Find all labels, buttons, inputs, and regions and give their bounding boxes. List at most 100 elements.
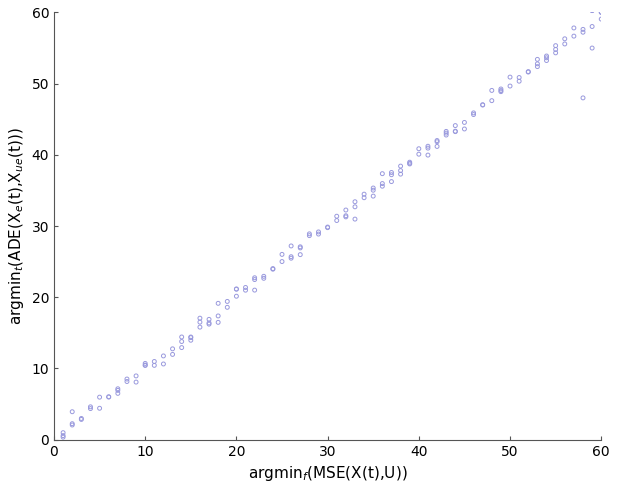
Point bbox=[341, 213, 351, 221]
Point bbox=[551, 49, 561, 57]
Point bbox=[86, 405, 96, 413]
Point bbox=[432, 137, 442, 145]
Point bbox=[341, 206, 351, 214]
X-axis label: argmin$_f$(MSE(X(t),U)): argmin$_f$(MSE(X(t),U)) bbox=[248, 464, 407, 483]
Point bbox=[159, 352, 168, 360]
Point bbox=[140, 361, 150, 369]
Point bbox=[542, 54, 552, 62]
Point bbox=[241, 284, 251, 292]
Point bbox=[532, 55, 542, 63]
Point bbox=[332, 212, 342, 220]
Point bbox=[578, 94, 588, 102]
Point bbox=[195, 314, 205, 322]
Point bbox=[304, 232, 314, 240]
Point bbox=[104, 393, 114, 401]
Point bbox=[113, 390, 123, 397]
Point bbox=[378, 170, 387, 177]
Point bbox=[140, 360, 150, 368]
Point bbox=[395, 170, 405, 178]
Point bbox=[77, 416, 86, 423]
Point bbox=[596, 8, 606, 16]
Point bbox=[77, 415, 86, 422]
Point bbox=[277, 258, 287, 266]
Point bbox=[469, 109, 479, 117]
Point bbox=[195, 318, 205, 326]
Point bbox=[469, 111, 479, 119]
Point bbox=[140, 362, 150, 369]
Point bbox=[250, 276, 260, 284]
Point bbox=[213, 299, 223, 307]
Point bbox=[176, 333, 186, 341]
Point bbox=[168, 350, 178, 358]
Point bbox=[186, 334, 196, 342]
Point bbox=[386, 178, 396, 186]
Point bbox=[569, 32, 579, 40]
Point bbox=[441, 129, 451, 137]
Point bbox=[423, 142, 433, 150]
Point bbox=[596, 8, 606, 16]
Point bbox=[587, 44, 597, 52]
Point bbox=[460, 125, 470, 133]
Point bbox=[296, 251, 305, 259]
Point bbox=[204, 319, 214, 327]
Point bbox=[341, 212, 351, 220]
Point bbox=[405, 160, 415, 168]
Point bbox=[414, 150, 424, 158]
Point bbox=[405, 158, 415, 166]
Point bbox=[496, 87, 506, 95]
Point bbox=[514, 77, 524, 85]
Point bbox=[313, 228, 323, 236]
Point bbox=[587, 7, 597, 15]
Point bbox=[259, 274, 269, 282]
Point bbox=[551, 46, 561, 53]
Point bbox=[313, 230, 323, 238]
Point bbox=[487, 87, 497, 95]
Point bbox=[259, 272, 269, 280]
Point bbox=[587, 6, 597, 14]
Y-axis label: argmin$_t$(ADE(X$_e$(t),X$_{ue}$(t))): argmin$_t$(ADE(X$_e$(t),X$_{ue}$(t))) bbox=[7, 127, 26, 325]
Point bbox=[496, 85, 506, 93]
Point bbox=[450, 127, 460, 135]
Point bbox=[186, 333, 196, 341]
Point bbox=[222, 297, 232, 305]
Point bbox=[250, 274, 260, 282]
Point bbox=[359, 190, 369, 198]
Point bbox=[423, 151, 433, 159]
Point bbox=[359, 194, 369, 202]
Point bbox=[523, 68, 533, 75]
Point bbox=[460, 119, 470, 126]
Point bbox=[441, 127, 451, 135]
Point bbox=[542, 57, 552, 65]
Point bbox=[250, 286, 260, 294]
Point bbox=[332, 217, 342, 224]
Point bbox=[405, 159, 415, 167]
Point bbox=[514, 74, 524, 81]
Point bbox=[414, 145, 424, 153]
Point bbox=[596, 15, 606, 23]
Point bbox=[113, 387, 123, 394]
Point bbox=[386, 171, 396, 179]
Point bbox=[149, 362, 159, 369]
Point bbox=[86, 403, 96, 411]
Point bbox=[67, 421, 77, 429]
Point bbox=[395, 162, 405, 170]
Point bbox=[450, 122, 460, 129]
Point bbox=[268, 265, 278, 273]
Point bbox=[176, 343, 186, 351]
Point bbox=[286, 254, 296, 262]
Point bbox=[268, 265, 278, 272]
Point bbox=[286, 242, 296, 250]
Point bbox=[496, 88, 506, 96]
Point bbox=[168, 345, 178, 353]
Point bbox=[395, 167, 405, 174]
Point bbox=[58, 432, 68, 440]
Point bbox=[67, 420, 77, 428]
Point bbox=[304, 230, 314, 238]
Point bbox=[104, 393, 114, 401]
Point bbox=[350, 198, 360, 206]
Point bbox=[578, 28, 588, 36]
Point bbox=[213, 318, 223, 326]
Point bbox=[213, 312, 223, 320]
Point bbox=[67, 408, 77, 416]
Point bbox=[532, 60, 542, 68]
